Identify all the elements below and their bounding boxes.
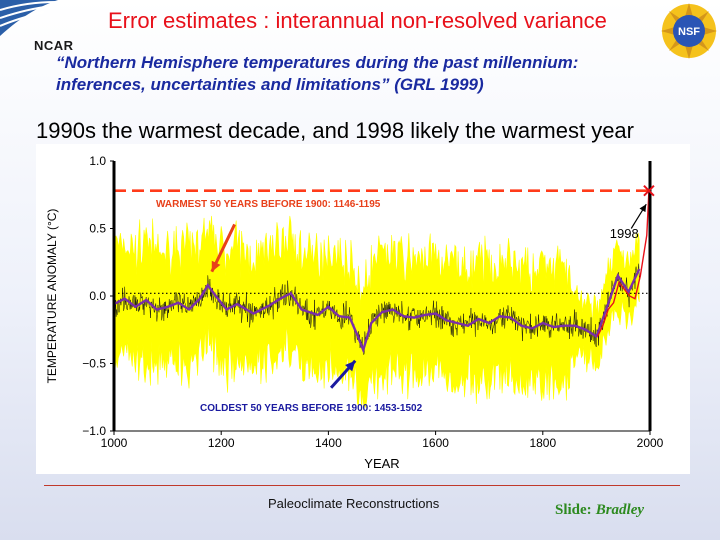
instrumental-series-layer (596, 190, 650, 337)
x-axis-label: YEAR (364, 456, 399, 471)
x-tick-label: 1800 (529, 436, 556, 450)
y-tick-label: −1.0 (82, 424, 106, 438)
slide-title: Error estimates : interannual non-resolv… (108, 8, 607, 33)
record-1998-marker (643, 184, 655, 197)
x-tick-label: 1000 (101, 436, 128, 450)
instrumental-series-line (596, 190, 650, 337)
annotation-1998-label: 1998 (610, 226, 639, 241)
annotation-coldest-arrowhead (345, 360, 356, 372)
y-tick-label: 1.0 (89, 154, 106, 168)
paper-citation-line-1: “Northern Hemisphere temperatures during… (56, 53, 579, 72)
footer-divider (44, 485, 680, 486)
y-tick-label: 0.0 (89, 289, 106, 303)
annotation-1998: 1998 (610, 184, 655, 241)
paper-citation: “Northern Hemisphere temperatures during… (56, 52, 578, 96)
nsf-logo: NSF (661, 3, 717, 59)
record-1998-marker-stroke (643, 184, 655, 197)
credit-author: Bradley (595, 502, 645, 518)
slide-credit: Slide: Bradley (555, 502, 644, 519)
smoothed-series-layer (113, 268, 641, 354)
credit-label: Slide: (555, 502, 592, 518)
tick-labels: 1000 1200 1400 1600 1800 2000 −1.0 −0.5 0.0 0.5 1.… (82, 154, 663, 450)
annotation-warmest: WARMEST 50 YEARS BEFORE 1900: 1146-1195 (156, 199, 381, 273)
x-tick-label: 2000 (637, 436, 664, 450)
y-axis-label: TEMPERATURE ANOMALY (°C) (45, 209, 59, 384)
annotation-1998-arrowhead (639, 204, 647, 213)
annotation-warmest-arrowhead (211, 260, 221, 272)
x-tick-label: 1200 (208, 436, 235, 450)
footer-caption: Paleoclimate Reconstructions (268, 496, 440, 511)
y-tick-label: 0.5 (89, 222, 106, 236)
smoothed-series-line (113, 268, 641, 354)
annotation-coldest: COLDEST 50 YEARS BEFORE 1900: 1453-1502 (200, 359, 423, 414)
ncar-logo-text: NCAR (34, 38, 74, 53)
nsf-logo-text: NSF (678, 26, 700, 38)
headline: 1990s the warmest decade, and 1998 likel… (36, 118, 634, 143)
x-tick-label: 1400 (315, 436, 342, 450)
annotation-coldest-label: COLDEST 50 YEARS BEFORE 1900: 1453-1502 (200, 403, 423, 414)
y-tick-label: −0.5 (82, 357, 106, 371)
ncar-logo (0, 0, 58, 36)
annotation-warmest-label: WARMEST 50 YEARS BEFORE 1900: 1146-1195 (156, 199, 381, 210)
chart-canvas: 1000 1200 1400 1600 1800 2000 −1.0 −0.5 0.0 0.5 1.… (45, 154, 664, 471)
paper-citation-line-2: inferences, uncertainties and limitation… (56, 75, 484, 94)
x-tick-label: 1600 (422, 436, 449, 450)
temperature-chart: 1000 1200 1400 1600 1800 2000 −1.0 −0.5 0.0 0.5 1.… (36, 144, 690, 474)
